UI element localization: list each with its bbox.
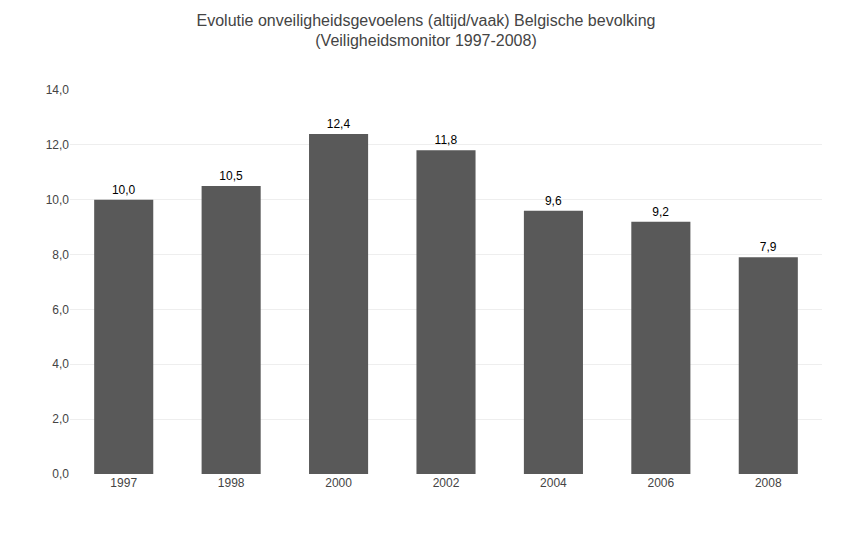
svg-text:14,0: 14,0 [46,83,70,97]
svg-text:4,0: 4,0 [52,357,69,371]
svg-text:9,6: 9,6 [545,194,562,208]
svg-text:2000: 2000 [325,476,352,490]
svg-text:6,0: 6,0 [52,303,69,317]
svg-text:Evolutie onveiligheidsgevoelen: Evolutie onveiligheidsgevoelens (altijd/… [197,12,656,50]
svg-text:2002: 2002 [433,476,460,490]
svg-text:1997: 1997 [110,476,137,490]
svg-text:0,0: 0,0 [52,467,69,481]
svg-text:9,2: 9,2 [652,205,669,219]
svg-text:10,5: 10,5 [219,169,243,183]
svg-text:2006: 2006 [648,476,675,490]
svg-text:2004: 2004 [540,476,567,490]
svg-text:10,0: 10,0 [46,193,70,207]
svg-text:12,4: 12,4 [327,117,351,131]
svg-text:7,9: 7,9 [760,240,777,254]
svg-text:2008: 2008 [755,476,782,490]
svg-text:1998: 1998 [218,476,245,490]
svg-text:8,0: 8,0 [52,248,69,262]
svg-text:10,0: 10,0 [112,183,136,197]
svg-text:11,8: 11,8 [435,133,458,147]
svg-text:2,0: 2,0 [52,412,69,426]
svg-text:12,0: 12,0 [46,138,70,152]
